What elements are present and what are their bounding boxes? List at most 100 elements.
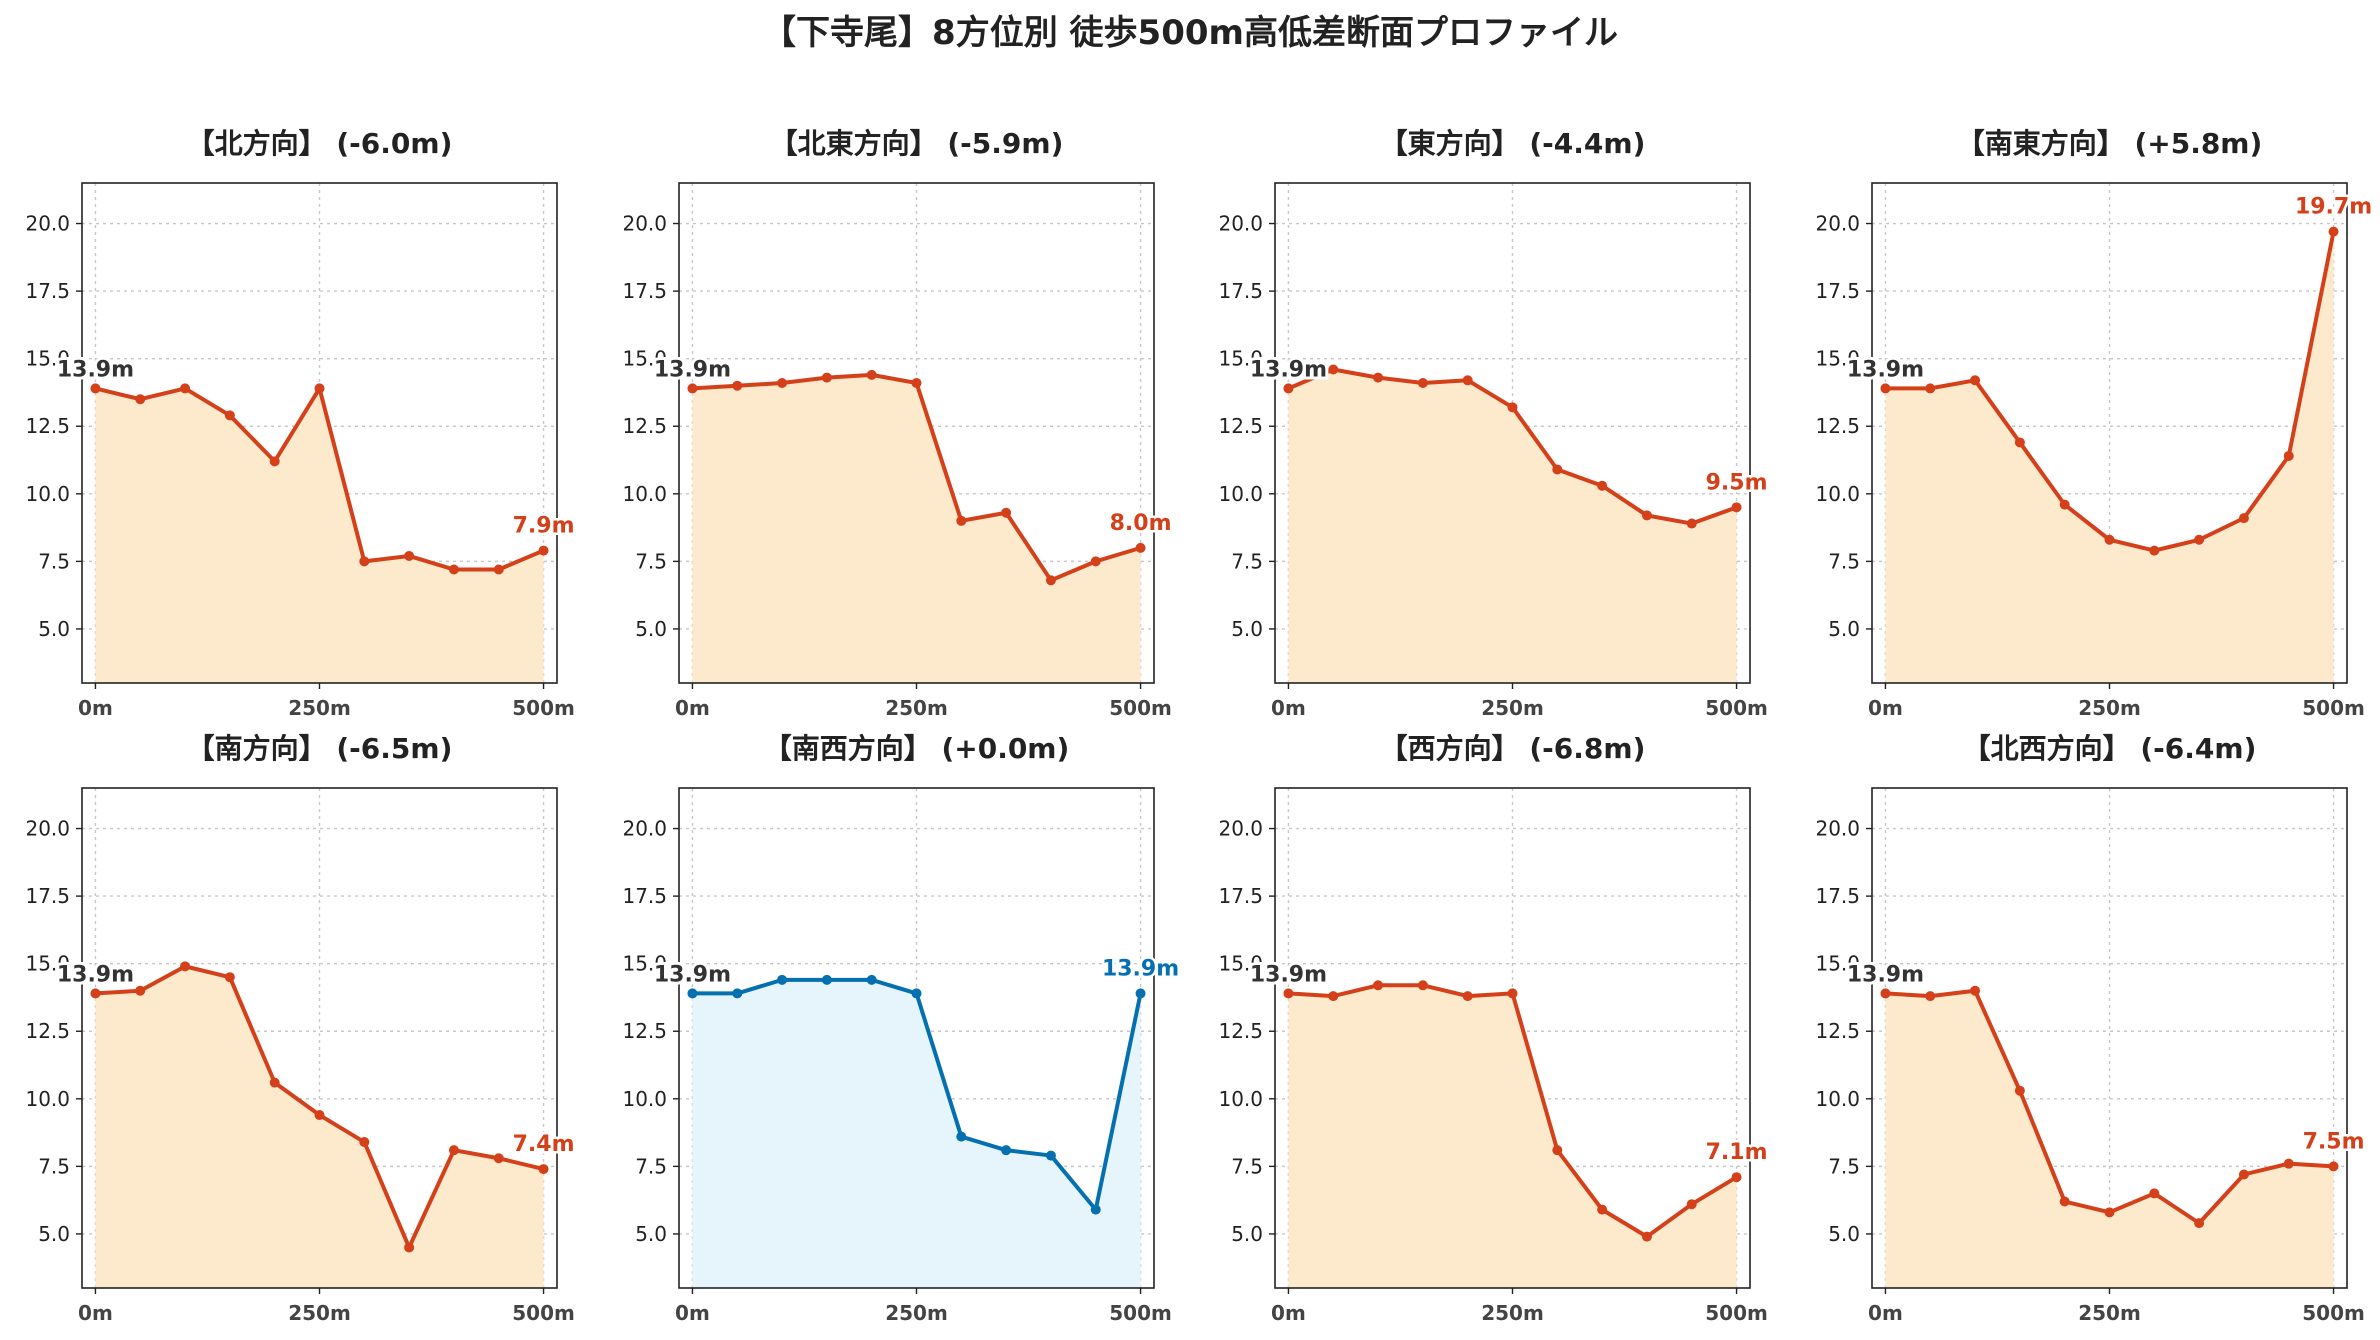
elevation-area — [1885, 231, 2334, 683]
y-tick-label: 7.5 — [635, 1154, 667, 1178]
y-tick-label: 12.5 — [622, 414, 667, 438]
data-point — [1135, 542, 1146, 553]
subplot-3: 【南東方向】 (+5.8m) 5.0 7.5 10.0 12.5 15.0 17.5 20.0… — [1815, 127, 2374, 720]
y-tick-label: 17.5 — [1218, 884, 1263, 908]
y-tick-label: 12.5 — [1218, 1019, 1263, 1043]
data-point — [269, 1077, 280, 1088]
data-point — [866, 369, 877, 380]
data-point — [1925, 991, 1936, 1002]
start-elevation-label: 13.9m — [654, 357, 731, 382]
data-point — [2238, 1169, 2249, 1180]
data-point — [911, 378, 922, 388]
y-tick-label: 12.5 — [25, 1019, 70, 1043]
y-tick-label: 15.0 — [1218, 952, 1263, 976]
data-point — [1328, 364, 1339, 375]
end-elevation-label: 7.1m — [1706, 1140, 1768, 1165]
subplot-1: 【北東方向】 (-5.9m) 5.0 7.5 10.0 12.5 15.0 17.5 20.0… — [622, 127, 1174, 720]
data-point — [1417, 378, 1428, 388]
data-point — [2149, 1188, 2160, 1199]
x-tick-label: 0m — [675, 696, 710, 720]
subplot-5: 【南西方向】 (+0.0m) 5.0 7.5 10.0 12.5 15.0 17.5 20.0… — [622, 732, 1181, 1325]
y-tick-label: 17.5 — [1815, 884, 1860, 908]
x-tick-label: 0m — [78, 1301, 113, 1325]
x-tick-label: 250m — [288, 696, 351, 720]
data-point — [269, 456, 280, 467]
data-point — [2194, 1218, 2205, 1229]
y-tick-label: 20.0 — [1218, 212, 1263, 236]
data-point — [1462, 991, 1473, 1002]
y-tick-label: 20.0 — [1218, 817, 1263, 841]
data-point — [2059, 499, 2070, 510]
data-point — [1641, 510, 1652, 521]
y-tick-label: 7.5 — [1828, 1154, 1860, 1178]
subplot-title: 【西方向】 (-6.8m) — [1380, 732, 1646, 765]
y-tick-label: 12.5 — [1815, 1019, 1860, 1043]
data-point — [1001, 507, 1012, 518]
data-point — [448, 1145, 459, 1156]
data-point — [359, 556, 370, 567]
x-tick-label: 250m — [1481, 696, 1544, 720]
y-tick-label: 5.0 — [38, 1222, 70, 1246]
data-point — [956, 515, 967, 526]
data-point — [538, 545, 549, 556]
data-point — [1552, 464, 1563, 475]
x-tick-label: 500m — [1705, 1301, 1768, 1325]
data-point — [1641, 1231, 1652, 1242]
data-point — [1373, 372, 1384, 383]
y-tick-label: 10.0 — [25, 1087, 70, 1111]
y-tick-label: 12.5 — [622, 1019, 667, 1043]
data-point — [2328, 1161, 2339, 1172]
y-tick-label: 5.0 — [635, 617, 667, 641]
data-point — [777, 378, 788, 388]
subplot-2: 【東方向】 (-4.4m) 5.0 7.5 10.0 12.5 15.0 17.5 20.0 0… — [1218, 127, 1770, 720]
y-tick-label: 5.0 — [1828, 1222, 1860, 1246]
data-point — [2014, 437, 2025, 448]
data-point — [224, 410, 235, 421]
data-point — [135, 985, 146, 996]
elevation-area — [692, 374, 1141, 683]
end-elevation-label: 9.5m — [1706, 470, 1768, 495]
x-tick-label: 500m — [2302, 1301, 2365, 1325]
data-point — [2059, 1196, 2070, 1207]
x-tick-label: 0m — [1868, 696, 1903, 720]
y-tick-label: 15.0 — [622, 952, 667, 976]
subplot-4: 【南方向】 (-6.5m) 5.0 7.5 10.0 12.5 15.0 17.5 20.0 0… — [25, 732, 577, 1325]
end-elevation-label: 7.9m — [513, 514, 575, 539]
subplot-grid: 【北方向】 (-6.0m) 5.0 7.5 10.0 12.5 15.0 17.5 20.0 0… — [25, 127, 2374, 1325]
y-tick-label: 17.5 — [1815, 279, 1860, 303]
data-point — [1090, 556, 1101, 567]
figure-title: 【下寺尾】8方位別 徒歩500m高低差断面プロファイル — [762, 13, 1618, 53]
y-tick-label: 20.0 — [25, 817, 70, 841]
end-elevation-label: 7.4m — [513, 1132, 575, 1157]
y-tick-label: 15.0 — [1815, 347, 1860, 371]
y-tick-label: 20.0 — [1815, 212, 1860, 236]
start-elevation-label: 13.9m — [1250, 962, 1327, 987]
y-tick-label: 20.0 — [1815, 817, 1860, 841]
start-elevation-label: 13.9m — [1250, 357, 1327, 382]
y-tick-label: 5.0 — [635, 1222, 667, 1246]
data-point — [1135, 988, 1146, 999]
start-elevation-label: 13.9m — [57, 962, 134, 987]
y-tick-label: 15.0 — [25, 952, 70, 976]
elevation-area — [1288, 369, 1737, 683]
data-point — [1597, 480, 1608, 491]
data-point — [1880, 988, 1891, 999]
x-tick-label: 250m — [2078, 1301, 2141, 1325]
data-point — [404, 550, 415, 561]
data-point — [90, 383, 101, 394]
y-tick-label: 12.5 — [1218, 414, 1263, 438]
x-tick-label: 500m — [512, 1301, 575, 1325]
data-point — [2104, 534, 2115, 545]
x-tick-label: 250m — [1481, 1301, 1544, 1325]
y-tick-label: 17.5 — [25, 884, 70, 908]
y-tick-label: 10.0 — [622, 1087, 667, 1111]
y-tick-label: 10.0 — [25, 482, 70, 506]
data-point — [135, 394, 146, 405]
y-tick-label: 17.5 — [25, 279, 70, 303]
data-point — [180, 961, 191, 972]
data-point — [1970, 985, 1981, 996]
y-tick-label: 20.0 — [25, 212, 70, 236]
y-tick-label: 7.5 — [1231, 549, 1263, 573]
data-point — [314, 1110, 325, 1121]
